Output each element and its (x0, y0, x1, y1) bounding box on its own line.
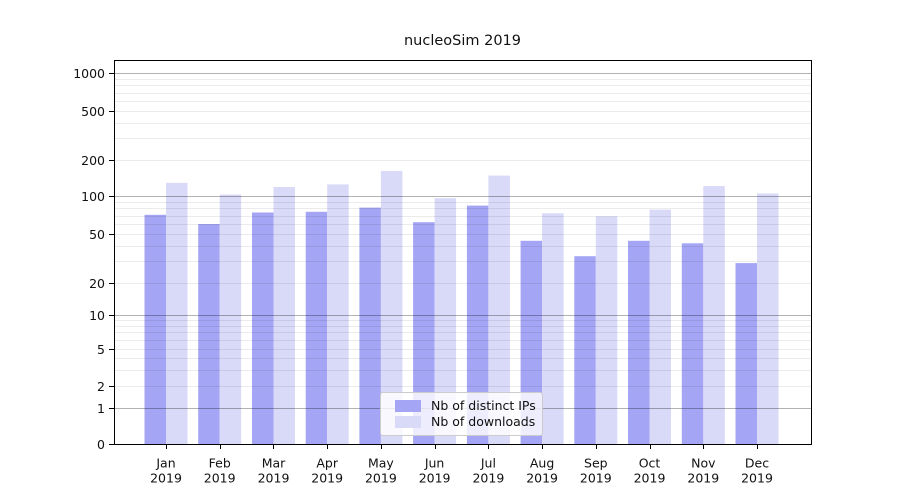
x-tick-label-may: May 2019 (365, 456, 397, 486)
bar-ips-sep (574, 256, 596, 444)
y-tick-label-5: 5 (97, 342, 105, 357)
bar-downloads-jun (434, 198, 457, 444)
legend-label-downloads: Nb of downloads (431, 414, 536, 429)
bar-downloads-may (380, 170, 403, 444)
y-tick-label-2: 2 (97, 379, 105, 394)
x-tick-label-sep: Sep 2019 (580, 456, 612, 486)
y-tick-label-500: 500 (81, 104, 105, 119)
bar-downloads-dec (757, 193, 779, 444)
legend-item-distinct-ips: Nb of distinct IPs (395, 398, 542, 414)
legend-swatch-downloads (395, 416, 421, 428)
bar-ips-oct (628, 240, 650, 444)
x-tick-label-jan: Jan 2019 (150, 456, 182, 486)
bars-layer (144, 170, 779, 445)
bar-ips-feb (198, 224, 220, 444)
bar-ips-nov (681, 243, 704, 444)
bar-downloads-feb (219, 194, 242, 444)
y-tick-label-0: 0 (97, 437, 105, 452)
x-tick-label-apr: Apr 2019 (311, 456, 343, 486)
bar-downloads-apr (327, 184, 349, 444)
y-tick-label-20: 20 (89, 276, 105, 291)
bar-ips-jan (144, 214, 166, 444)
y-tick-label-10: 10 (89, 308, 105, 323)
bar-ips-apr (305, 211, 328, 444)
bar-ips-jun (413, 222, 435, 444)
bar-downloads-mar (273, 187, 295, 444)
legend-item-downloads: Nb of downloads (395, 414, 542, 430)
legend-label-distinct-ips: Nb of distinct IPs (431, 398, 536, 413)
x-tick-label-aug: Aug 2019 (526, 456, 558, 486)
bar-downloads-aug (542, 213, 564, 444)
y-tick-label-200: 200 (81, 153, 105, 168)
grid-minor (114, 79, 811, 387)
bar-ips-jul (466, 205, 489, 444)
bar-downloads-sep (595, 216, 618, 444)
y-axis: 0 1 2 5 10 20 50 100 200 500 1000 (73, 66, 114, 452)
y-tick-label-1000: 1000 (73, 66, 105, 81)
plot-frame (114, 60, 812, 445)
legend-swatch-distinct-ips (395, 400, 421, 412)
x-tick-label-feb: Feb 2019 (204, 456, 236, 486)
bar-ips-mar (252, 212, 274, 444)
bar-downloads-nov (703, 186, 725, 444)
bar-ips-may (359, 207, 381, 444)
y-tick-label-100: 100 (81, 189, 105, 204)
bar-downloads-oct (649, 209, 671, 444)
y-tick-label-50: 50 (89, 227, 105, 242)
bar-downloads-jul (488, 175, 510, 444)
x-tick-label-jun: Jun 2019 (419, 456, 451, 486)
chart-title: nucleoSim 2019 (403, 33, 522, 49)
y-tick-label-1: 1 (97, 401, 105, 416)
x-tick-label-oct: Oct 2019 (634, 456, 666, 486)
x-tick-label-nov: Nov 2019 (687, 456, 719, 486)
bar-ips-dec (735, 263, 757, 444)
legend: Nb of distinct IPs Nb of downloads (380, 392, 543, 436)
x-tick-label-mar: Mar 2019 (258, 456, 290, 486)
bar-downloads-jan (166, 182, 188, 445)
x-tick-label-dec: Dec 2019 (741, 456, 773, 486)
x-tick-label-jul: Jul 2019 (472, 456, 504, 486)
x-axis: Jan 2019 Feb 2019 Mar 2019 Apr 2019 May 2019 Jun 20… (150, 444, 773, 486)
